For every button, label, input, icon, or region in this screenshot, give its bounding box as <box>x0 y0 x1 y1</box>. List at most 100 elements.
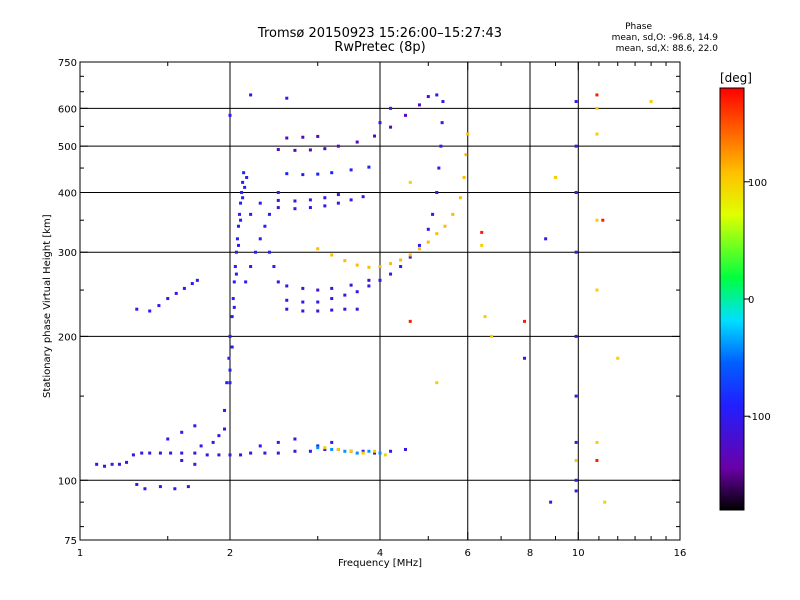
data-point <box>276 280 280 284</box>
data-point <box>285 284 289 288</box>
data-point <box>574 394 578 398</box>
data-point <box>426 227 430 231</box>
data-point <box>182 286 186 290</box>
data-point <box>227 356 231 360</box>
data-point <box>199 444 203 448</box>
data-point <box>285 307 289 311</box>
x-tick-label: 16 <box>674 548 687 559</box>
data-point <box>458 196 462 200</box>
colorbar-tick-label: 0 <box>748 295 754 306</box>
colorbar-ticks: 100 0 -100 <box>744 178 771 423</box>
data-point <box>267 250 271 254</box>
data-point <box>361 451 365 455</box>
data-point <box>228 381 232 385</box>
data-point <box>293 449 297 453</box>
data-point <box>378 265 382 269</box>
data-point <box>389 272 393 276</box>
data-point <box>343 449 347 453</box>
data-point <box>135 307 139 311</box>
data-point <box>336 447 340 451</box>
data-point <box>483 315 487 319</box>
data-point <box>238 212 242 216</box>
data-point <box>403 113 407 117</box>
data-point <box>616 356 620 360</box>
y-tick-label: 500 <box>58 142 77 153</box>
data-point <box>330 253 334 257</box>
data-point <box>249 451 253 455</box>
data-point <box>389 262 393 266</box>
data-point <box>336 144 340 148</box>
data-point <box>276 451 280 455</box>
data-point <box>308 198 312 202</box>
data-point <box>276 190 280 194</box>
data-point <box>301 173 305 177</box>
data-point <box>373 449 377 453</box>
data-point <box>157 304 161 308</box>
data-point <box>330 171 334 175</box>
data-point <box>158 485 162 489</box>
data-point <box>103 464 107 468</box>
data-point <box>285 96 289 100</box>
data-point <box>230 345 234 349</box>
data-point <box>417 243 421 247</box>
data-point <box>158 451 162 455</box>
data-point <box>574 478 578 482</box>
data-point <box>355 451 359 455</box>
x-tick-label: 2 <box>227 548 233 559</box>
colorbar-label: [deg] <box>720 71 752 85</box>
axis-ticks: 1 2 4 6 8 10 16 75 100 200 300 400 500 600 750 <box>58 58 686 559</box>
data-point <box>308 148 312 152</box>
data-point <box>403 447 407 451</box>
data-point <box>417 247 421 251</box>
data-point <box>285 136 289 140</box>
data-point <box>285 172 289 176</box>
data-point <box>378 451 382 455</box>
data-point <box>355 263 359 267</box>
data-point <box>239 201 243 205</box>
data-point <box>293 148 297 152</box>
data-point <box>349 198 353 202</box>
data-point <box>180 430 184 434</box>
data-point <box>574 458 578 462</box>
data-point <box>336 193 340 197</box>
data-point <box>316 288 320 292</box>
data-point <box>595 440 599 444</box>
data-point <box>193 424 197 428</box>
data-point <box>595 288 599 292</box>
data-point <box>367 165 371 169</box>
data-point <box>574 334 578 338</box>
data-point <box>316 444 320 448</box>
data-point <box>389 125 393 129</box>
grid-lines <box>80 62 680 540</box>
data-point <box>435 190 439 194</box>
data-point <box>343 307 347 311</box>
data-point <box>258 444 262 448</box>
data-point <box>383 453 387 457</box>
data-point <box>258 237 262 241</box>
data-point <box>595 106 599 110</box>
data-point <box>349 449 353 453</box>
y-tick-label: 600 <box>58 104 77 115</box>
data-point <box>241 180 245 184</box>
data-point <box>258 201 262 205</box>
data-point <box>205 453 209 457</box>
data-point <box>323 204 327 208</box>
data-point <box>367 284 371 288</box>
data-point <box>195 278 199 282</box>
data-point <box>190 282 194 286</box>
data-point <box>439 144 443 148</box>
data-point <box>389 106 393 110</box>
data-point <box>523 356 527 360</box>
phase-stats-x-mode: mean, sd,X: 88.6, 22.0 <box>615 44 718 54</box>
data-point <box>253 250 257 254</box>
data-point <box>166 297 170 301</box>
data-point <box>440 121 444 125</box>
data-point <box>435 381 439 385</box>
y-tick-label: 300 <box>58 248 77 259</box>
data-point <box>349 168 353 172</box>
x-tick-label: 1 <box>77 548 83 559</box>
data-point <box>316 134 320 138</box>
data-point <box>228 113 232 117</box>
data-point <box>316 446 320 450</box>
data-point <box>186 485 190 489</box>
